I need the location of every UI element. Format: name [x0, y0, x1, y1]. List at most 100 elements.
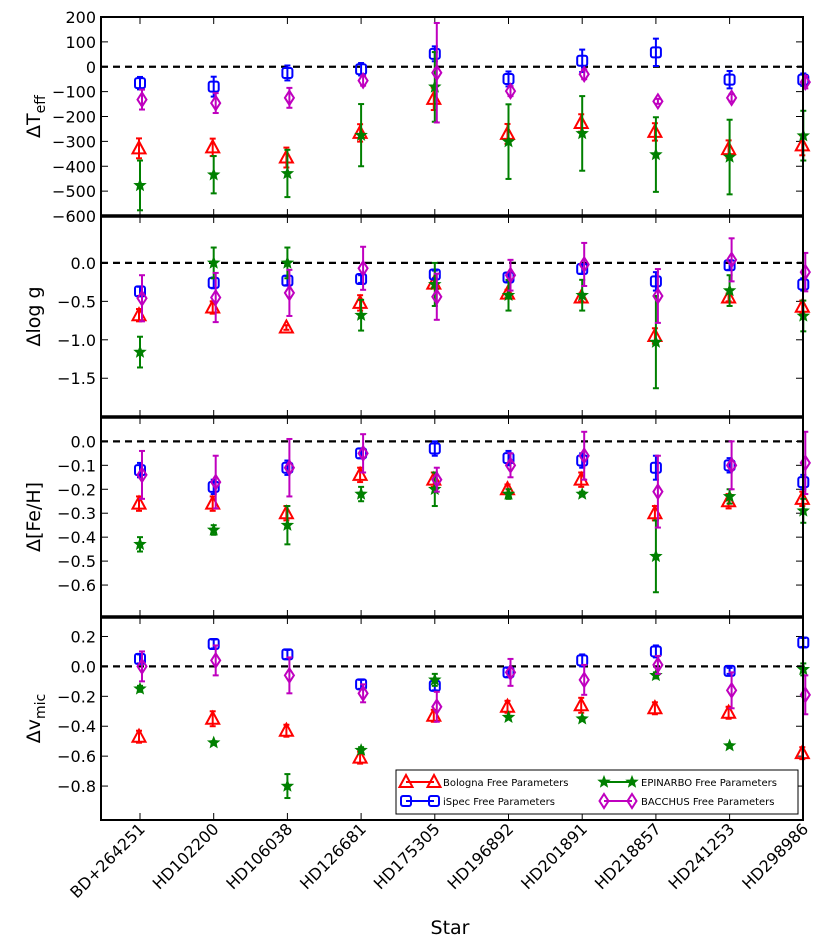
ytick-label-feh: 0.0 — [71, 432, 96, 451]
panel-logg: 0.0 −0.5 −1.0 −1.5 Δlog g — [23, 215, 811, 418]
point-epinarbo — [501, 134, 516, 148]
legend-marker-bologna — [425, 772, 443, 788]
point-bacchus — [652, 656, 664, 674]
point-epinarbo — [206, 167, 221, 181]
point-bologna — [573, 696, 590, 712]
point-bacchus — [210, 288, 222, 307]
point-bacchus — [725, 456, 738, 475]
xtick-label: HD126681 — [296, 819, 370, 893]
point-epinarbo — [280, 778, 295, 792]
point-bacchus — [431, 287, 443, 306]
x-axis-label: Star — [431, 917, 470, 939]
legend-marker-bacchus — [598, 792, 610, 810]
point-bacchus — [725, 88, 738, 107]
ylabel-main-feh: Δ[Fe/H] — [23, 482, 45, 552]
frame-feh — [100, 416, 804, 618]
ytick-label-feh: −0.2 — [57, 480, 96, 499]
point-epinarbo — [722, 738, 737, 752]
point-epinarbo — [575, 487, 589, 500]
point-bologna — [646, 699, 664, 715]
ylabel-main-teff: ΔT — [23, 113, 45, 138]
ylabel-main-vmic: Δv — [23, 719, 45, 743]
point-bacchus — [504, 266, 517, 285]
point-bacchus — [504, 82, 517, 100]
ytick-label-vmic: 0.2 — [71, 627, 96, 646]
ytick-label-vmic: −0.2 — [57, 687, 96, 706]
series-bacchus-vmic — [136, 644, 811, 723]
frame-logg — [100, 215, 804, 418]
point-bologna — [278, 318, 295, 334]
point-bologna — [204, 709, 221, 725]
legend-marker-bologna — [397, 772, 415, 788]
ytick-label-vmic: 0.0 — [71, 657, 96, 676]
point-epinarbo — [649, 334, 663, 348]
point-epinarbo — [575, 288, 589, 301]
point-bologna — [351, 748, 369, 764]
point-epinarbo — [280, 518, 295, 531]
xtick-label: HD196892 — [443, 819, 517, 893]
xtick-label: HD201891 — [517, 819, 591, 893]
point-epinarbo — [501, 487, 516, 500]
point-bacchus — [504, 663, 517, 682]
point-ispec — [134, 285, 146, 298]
legend-marker-bacchus — [626, 792, 638, 810]
ylabel-main-logg: Δlog g — [23, 286, 45, 346]
legend-label-epinarbo: EPINARBO Free Parameters — [641, 778, 777, 789]
ytick-label-logg: −1.5 — [57, 369, 96, 388]
point-epinarbo — [206, 255, 221, 269]
point-epinarbo — [575, 711, 589, 725]
series-epinarbo-vmic — [133, 662, 811, 800]
point-epinarbo — [428, 277, 442, 291]
legend-marker-ispec — [400, 795, 412, 807]
ytick-label-logg: −1.0 — [57, 331, 96, 350]
ytick-label-feh: −0.3 — [57, 504, 96, 523]
ylabel-teff: ΔTeff — [23, 95, 49, 138]
point-epinarbo — [501, 288, 516, 301]
point-bacchus — [210, 94, 222, 112]
point-bacchus — [136, 90, 148, 109]
legend-entry-bologna: Bologna Free Parameters — [397, 772, 569, 789]
point-ispec — [502, 72, 515, 85]
ytick-label-teff: −200 — [52, 108, 96, 127]
point-bologna — [130, 139, 148, 155]
point-ispec — [649, 46, 662, 59]
point-epinarbo — [428, 672, 442, 686]
series-bologna-vmic — [130, 696, 811, 765]
point-bacchus — [725, 250, 738, 269]
ytick-label-feh: −0.5 — [57, 552, 96, 571]
series-epinarbo-feh — [133, 471, 811, 594]
xtick-label: HD298986 — [738, 819, 812, 893]
series-epinarbo-teff — [133, 51, 811, 212]
point-ispec — [723, 73, 736, 86]
point-bacchus — [725, 681, 738, 700]
point-bologna — [130, 727, 148, 743]
point-ispec — [649, 461, 662, 474]
point-epinarbo — [133, 344, 147, 358]
point-epinarbo — [501, 710, 516, 723]
panel-teff: 200 100 0 −100 −200 −300 −400 −500 −600 ΔTeff — [23, 8, 811, 226]
point-epinarbo — [280, 255, 295, 269]
ylabel-logg: Δlog g — [23, 286, 45, 346]
point-epinarbo — [280, 166, 295, 180]
point-epinarbo — [354, 743, 368, 756]
point-bacchus — [283, 284, 296, 302]
ytick-label-teff: 200 — [65, 8, 96, 27]
ytick-label-teff: −500 — [52, 182, 96, 201]
ylabel-feh: Δ[Fe/H] — [23, 482, 45, 552]
xtick-label: HD218857 — [591, 819, 665, 893]
point-epinarbo — [428, 79, 442, 93]
series-bologna-feh — [130, 465, 811, 522]
point-epinarbo — [354, 128, 368, 141]
legend-label-bacchus: BACCHUS Free Parameters — [641, 797, 775, 808]
point-ispec — [576, 263, 589, 276]
ytick-label-feh: −0.1 — [57, 456, 96, 475]
point-ispec — [576, 54, 589, 67]
point-epinarbo — [133, 537, 147, 551]
point-epinarbo — [354, 308, 368, 321]
xtick-label: HD102200 — [149, 819, 223, 893]
point-bacchus — [652, 482, 664, 501]
point-ispec — [207, 637, 220, 650]
point-bacchus — [283, 666, 296, 685]
ytick-label-teff: −400 — [52, 157, 96, 176]
